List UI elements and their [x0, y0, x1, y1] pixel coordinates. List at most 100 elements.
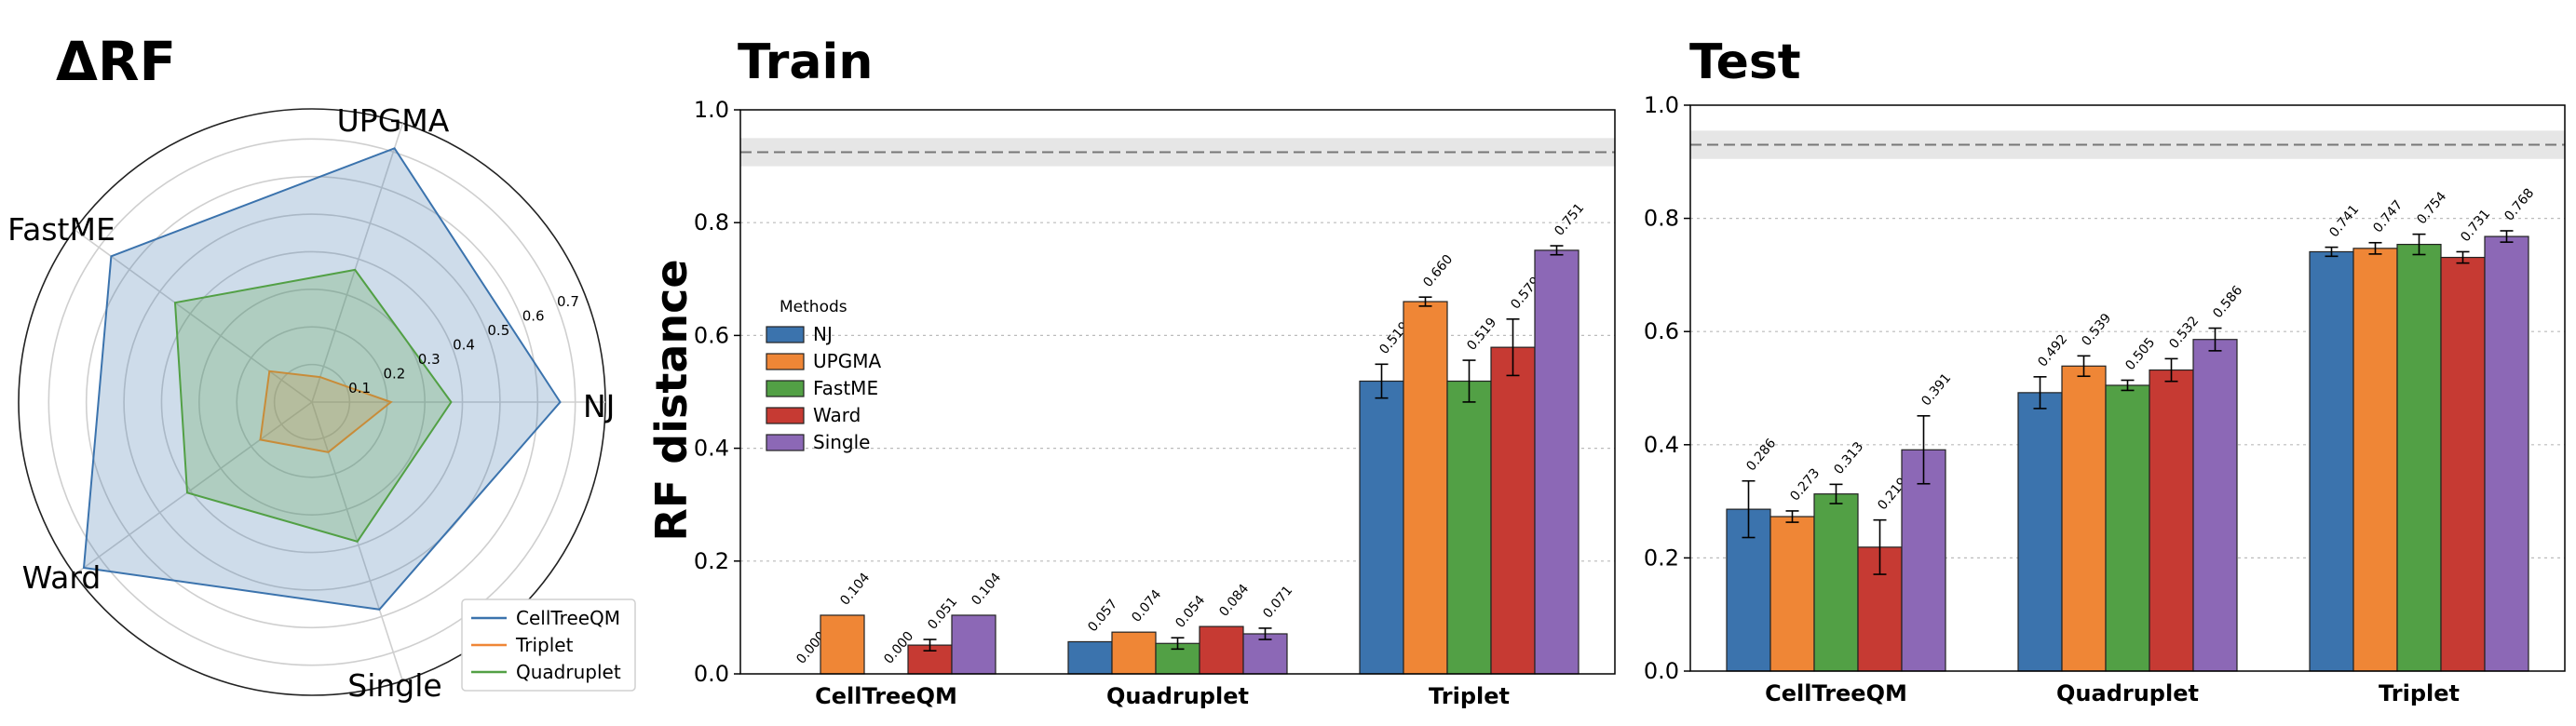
radar-axis-label: Single: [347, 667, 441, 704]
radar-axis-label: Ward: [22, 559, 102, 596]
legend-label: NJ: [813, 323, 833, 345]
bar-value-label: 0.074: [1129, 587, 1164, 625]
bar-fastme: [2105, 384, 2150, 672]
bar-value-label: 0.741: [2326, 202, 2362, 240]
radar-series-quadruplet: [173, 268, 453, 543]
bar-fastme: [1446, 380, 1492, 675]
radar-tick-label: 0.2: [383, 365, 405, 382]
y-tick-label: 0.2: [694, 548, 729, 574]
y-tick-label: 0.8: [694, 209, 729, 235]
legend-label: UPGMA: [813, 350, 881, 372]
legend-swatch-ward: [766, 407, 805, 424]
x-category-label: Quadruplet: [2056, 680, 2199, 706]
bar-value-label: 0.071: [1260, 583, 1295, 621]
bar-nj: [1359, 380, 1404, 675]
y-axis-label: RF distance: [646, 259, 697, 541]
radar-legend-label: CellTreeQM: [516, 607, 620, 629]
bar-value-label: 0.104: [969, 570, 1004, 608]
legend-label: FastME: [813, 377, 878, 399]
y-tick-label: 0.6: [694, 322, 729, 348]
bar-single: [1901, 449, 1946, 672]
bar-single: [2192, 339, 2238, 672]
radar-spoke: [74, 229, 313, 403]
legend-label: Single: [813, 431, 870, 453]
legend-label: Ward: [813, 404, 861, 426]
y-tick-label: 1.0: [694, 97, 729, 123]
radar-tick-label: 0.7: [557, 293, 579, 310]
bar-nj: [2309, 250, 2354, 672]
bar-value-label: 0.084: [1216, 582, 1252, 620]
x-category-label: Triplet: [2379, 680, 2460, 706]
bar-value-label: 0.391: [1918, 370, 1954, 409]
test-bar-chart: 0.00.20.40.60.81.00.2860.2730.3130.2190.…: [1644, 92, 2566, 706]
radar-axis-label: FastME: [7, 211, 115, 248]
y-tick-label: 0.2: [1644, 544, 1679, 571]
radar-tick-label: 0.4: [453, 336, 475, 353]
bar-upgma: [820, 614, 865, 675]
x-category-label: CellTreeQM: [1765, 680, 1907, 706]
bar-value-label: 0.586: [2210, 283, 2245, 321]
bar-value-label: 0.492: [2035, 331, 2070, 370]
bar-single: [2484, 235, 2529, 672]
radar-axis-label: UPGMA: [337, 102, 450, 139]
y-tick-label: 1.0: [1644, 92, 1679, 118]
bar-single: [1534, 249, 1579, 675]
legend-swatch-fastme: [766, 380, 805, 397]
x-category-label: Triplet: [1429, 683, 1510, 709]
bar-upgma: [2061, 365, 2107, 672]
radar-chart: 0.1 0.2 0.3 0.4 0.5 0.6 0.7 NJ UPGMA FastME Ward Si…: [7, 102, 636, 704]
bar-ward: [2149, 369, 2194, 672]
bar-ward: [1199, 625, 1244, 675]
x-category-label: Quadruplet: [1106, 683, 1249, 709]
radar-spoke: [74, 401, 313, 575]
y-tick-label: 0.4: [1644, 432, 1679, 458]
bar-fastme: [1813, 493, 1859, 672]
bar-upgma: [1769, 516, 1815, 672]
y-tick-label: 0.4: [694, 436, 729, 462]
bar-value-label: 0.539: [2079, 311, 2114, 349]
legend-swatch-nj: [766, 326, 805, 343]
plot-frame: [1689, 104, 2566, 672]
bar-ward: [1490, 346, 1536, 675]
test-title: Test: [1689, 34, 1801, 90]
radar-spoke: [311, 123, 404, 403]
bar-value-label: 0.660: [1420, 252, 1456, 290]
y-tick-label: 0.0: [694, 661, 729, 687]
train-title: Train: [738, 34, 873, 90]
y-tick-label: 0.0: [1644, 658, 1679, 684]
y-tick-label: 0.6: [1644, 318, 1679, 344]
radar-legend-label: Triplet: [515, 634, 574, 656]
bar-upgma: [1403, 301, 1448, 675]
radar-tick-label: 0.3: [418, 351, 441, 368]
train-bar-chart: 0.00.20.40.60.81.00.0000.1040.0000.0510.…: [694, 97, 1616, 709]
radar-tick-label: 0.5: [487, 322, 509, 339]
legend-title: Methods: [780, 298, 847, 316]
bar-value-label: 0.104: [837, 570, 873, 608]
legend-swatch-upgma: [766, 353, 805, 370]
radar-title: ΔRF: [56, 30, 176, 93]
bar-ward: [2440, 256, 2486, 672]
radar-legend-label: Quadruplet: [516, 661, 621, 683]
bar-value-label: 0.751: [1552, 201, 1587, 239]
bar-value-label: 0.754: [2414, 189, 2449, 227]
y-tick-label: 0.8: [1644, 206, 1679, 232]
bar-single: [951, 614, 997, 675]
bar-single: [1242, 633, 1288, 675]
bar-value-label: 0.286: [1743, 436, 1779, 474]
bar-value-label: 0.747: [2370, 197, 2406, 235]
bar-upgma: [1111, 631, 1157, 675]
bar-value-label: 0.057: [1085, 597, 1120, 635]
plot-frame: [739, 109, 1616, 675]
radar-axis-label: NJ: [583, 388, 615, 424]
bar-value-label: 0.505: [2122, 335, 2158, 373]
radar-tick-label: 0.6: [522, 308, 545, 325]
legend-swatch-single: [766, 434, 805, 451]
bar-value-label: 0.054: [1173, 593, 1208, 631]
radar-series-triplet: [259, 370, 393, 453]
x-category-label: CellTreeQM: [815, 683, 957, 709]
bar-upgma: [2352, 248, 2398, 672]
radar-tick-label: 0.1: [348, 380, 371, 397]
radar-legend-box: [461, 598, 636, 692]
bar-nj: [2017, 392, 2063, 672]
